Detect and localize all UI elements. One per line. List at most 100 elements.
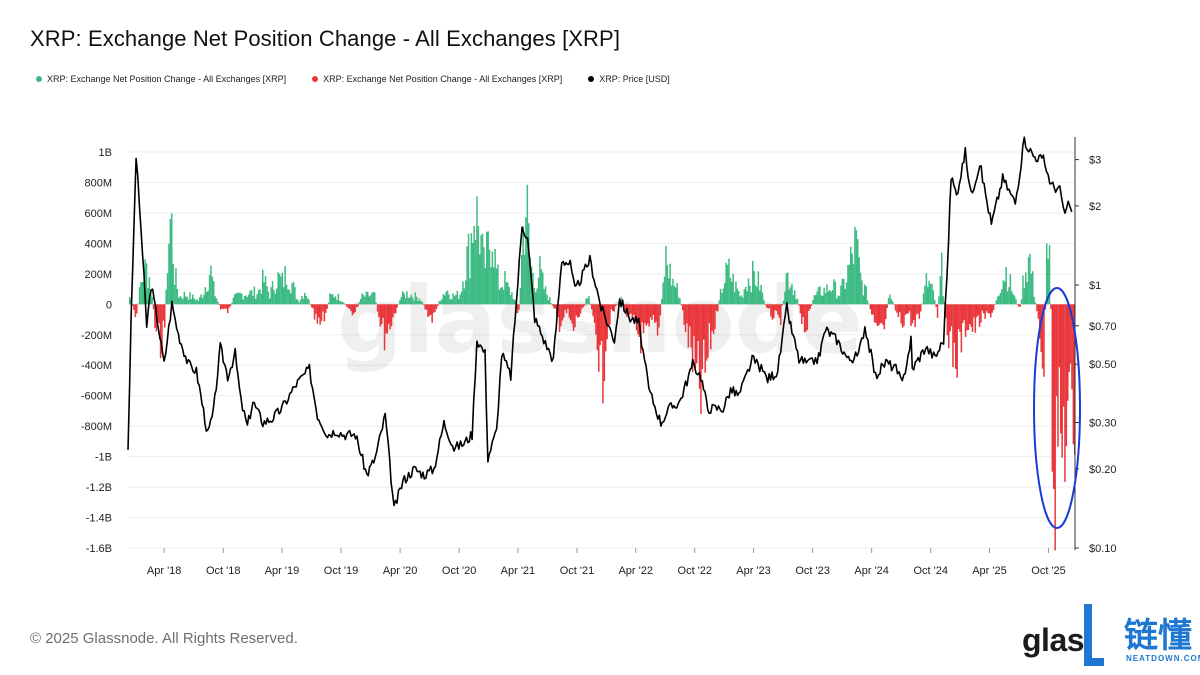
net-position-bar [434, 304, 436, 312]
net-position-bar [252, 295, 254, 305]
net-position-bar [239, 292, 242, 305]
net-position-bar [1046, 243, 1048, 305]
net-position-bar [921, 303, 923, 305]
net-position-bar [679, 298, 681, 305]
net-position-bar [386, 304, 389, 334]
net-position-bar [1041, 304, 1044, 369]
net-position-bar [742, 297, 744, 305]
net-position-bar [901, 304, 904, 328]
net-position-bar [1012, 294, 1014, 305]
x-tick-label: Apr '19 [265, 565, 300, 577]
net-position-bar [446, 290, 449, 305]
chart-canvas[interactable]: glassnode 1B800M600M400M200M0-200M-400M-… [0, 0, 1200, 600]
net-position-bar [1011, 291, 1013, 305]
net-position-bar [204, 287, 207, 305]
net-position-bar [918, 304, 921, 319]
net-position-bar [631, 304, 634, 319]
right-tick-label: $2 [1089, 201, 1101, 213]
brand-logo: glas 链懂 NEATDOWN.COM [1022, 604, 1200, 668]
net-position-bar [319, 304, 321, 325]
net-position-bar [739, 296, 741, 305]
net-position-bar [953, 304, 956, 343]
net-position-bar [704, 304, 706, 373]
net-position-bar [449, 299, 452, 305]
net-position-bar [483, 247, 485, 305]
net-position-bar [1027, 257, 1030, 305]
net-position-bar [253, 286, 256, 305]
net-position-bar [609, 304, 611, 325]
net-position-bar [364, 296, 366, 305]
net-position-bar [417, 301, 419, 305]
net-position-bar [843, 278, 845, 305]
net-position-bar [227, 304, 229, 314]
net-position-bar [642, 304, 645, 334]
legend-item-outflow[interactable]: XRP: Exchange Net Position Change - All … [312, 74, 562, 84]
net-position-bar [602, 304, 604, 404]
net-position-bar [628, 304, 631, 315]
net-position-bar [424, 304, 426, 310]
net-position-bar [732, 273, 734, 305]
net-position-bar [871, 304, 873, 315]
net-position-bar [768, 304, 771, 309]
net-position-bar [822, 295, 824, 305]
net-position-bar [847, 265, 849, 305]
net-position-bar [925, 273, 928, 305]
net-position-bar [733, 291, 736, 305]
net-position-bar [630, 304, 632, 314]
x-tick-label: Apr '23 [736, 565, 771, 577]
net-position-bar [743, 289, 746, 305]
net-position-bar [207, 290, 209, 305]
legend-item-inflow[interactable]: XRP: Exchange Net Position Change - All … [36, 74, 286, 84]
net-position-bar [603, 304, 606, 382]
x-tick-label: Oct '21 [560, 565, 595, 577]
net-position-bar [505, 282, 508, 305]
net-position-bar [245, 295, 247, 305]
net-position-bar [480, 235, 482, 305]
net-position-bar [675, 287, 677, 305]
net-position-bar [876, 304, 879, 326]
net-position-bar [287, 289, 289, 305]
net-position-bar [403, 293, 405, 305]
net-position-bar [337, 293, 340, 305]
left-tick-label: -800M [81, 421, 112, 433]
net-position-bar [467, 233, 470, 305]
net-position-bar [466, 246, 468, 305]
x-axis: Apr '18 Oct '18 Apr '19 Oct '19 Apr '20 Oct '… [147, 548, 1066, 577]
net-position-bar [451, 299, 453, 305]
net-position-bar [775, 304, 778, 312]
net-position-bar [661, 298, 663, 305]
net-position-bar [498, 289, 501, 305]
net-position-bar [1001, 289, 1003, 305]
net-position-bar [676, 283, 678, 305]
legend-item-price[interactable]: XRP: Price [USD] [588, 74, 670, 84]
net-position-bar [875, 304, 877, 323]
net-position-bar [764, 304, 767, 305]
net-position-bar [409, 297, 411, 305]
net-position-bar [883, 304, 886, 330]
net-position-bar [1047, 258, 1049, 305]
net-position-bar [915, 304, 918, 315]
x-tick-label: Oct '23 [795, 565, 830, 577]
net-position-bar [138, 287, 141, 305]
net-position-bar [682, 304, 684, 311]
net-position-bar [1057, 304, 1059, 447]
net-position-bar [533, 287, 536, 305]
net-position-bar [392, 304, 394, 318]
net-position-bar [544, 286, 547, 305]
net-position-bar [1013, 295, 1016, 305]
net-position-bar [157, 304, 159, 326]
net-position-bar [592, 304, 594, 317]
net-position-bar [606, 304, 608, 340]
net-position-bar [248, 294, 250, 305]
net-position-bar [910, 304, 912, 327]
net-position-bar [810, 304, 813, 306]
net-position-bar [607, 304, 610, 327]
net-position-bar [796, 298, 799, 305]
net-position-bar [662, 282, 664, 305]
net-position-bar [792, 294, 795, 305]
net-position-bar [246, 296, 249, 305]
net-position-bar [215, 298, 218, 305]
net-position-bar [441, 299, 443, 305]
net-position-bar [599, 304, 601, 346]
net-position-bar [298, 302, 300, 305]
